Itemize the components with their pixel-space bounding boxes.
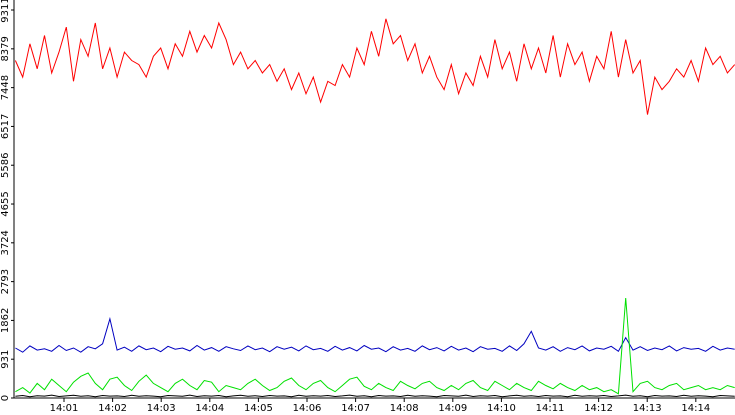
x-tick-label: 14:03 [147,403,176,414]
y-tick-label: 3724 [0,230,11,255]
y-tick-label: 6517 [0,114,11,139]
series-line [14,18,735,115]
x-tick-label: 14:01 [50,403,79,414]
x-tick-label: 14:07 [341,403,370,414]
series-line [15,297,735,395]
x-tick-label: 14:10 [487,403,516,414]
y-tick-label: 9311 [0,0,11,23]
x-tick-label: 14:13 [633,403,662,414]
x-tick-label: 14:08 [390,403,419,414]
y-tick-label: 5586 [0,152,11,177]
x-tick-label: 14:05 [244,403,273,414]
x-tick-label: 14:12 [584,403,613,414]
x-tick-label: 14:11 [536,403,565,414]
y-tick-label: 931 [0,350,11,369]
y-tick-label: 0 [0,395,11,401]
y-tick-label: 2793 [0,269,11,294]
y-tick-label: 7448 [0,75,11,100]
x-tick-label: 14:06 [293,403,322,414]
x-tick-label: 14:02 [98,403,127,414]
series-line [15,316,735,353]
x-tick-label: 14:04 [195,403,224,414]
x-tick-label: 14:09 [438,403,467,414]
y-tick-label: 4655 [0,191,11,216]
y-tick-label: 8379 [0,36,11,61]
x-tick-label: 14:14 [681,403,710,414]
series-line [15,394,735,398]
y-tick-label: 1862 [0,308,11,333]
